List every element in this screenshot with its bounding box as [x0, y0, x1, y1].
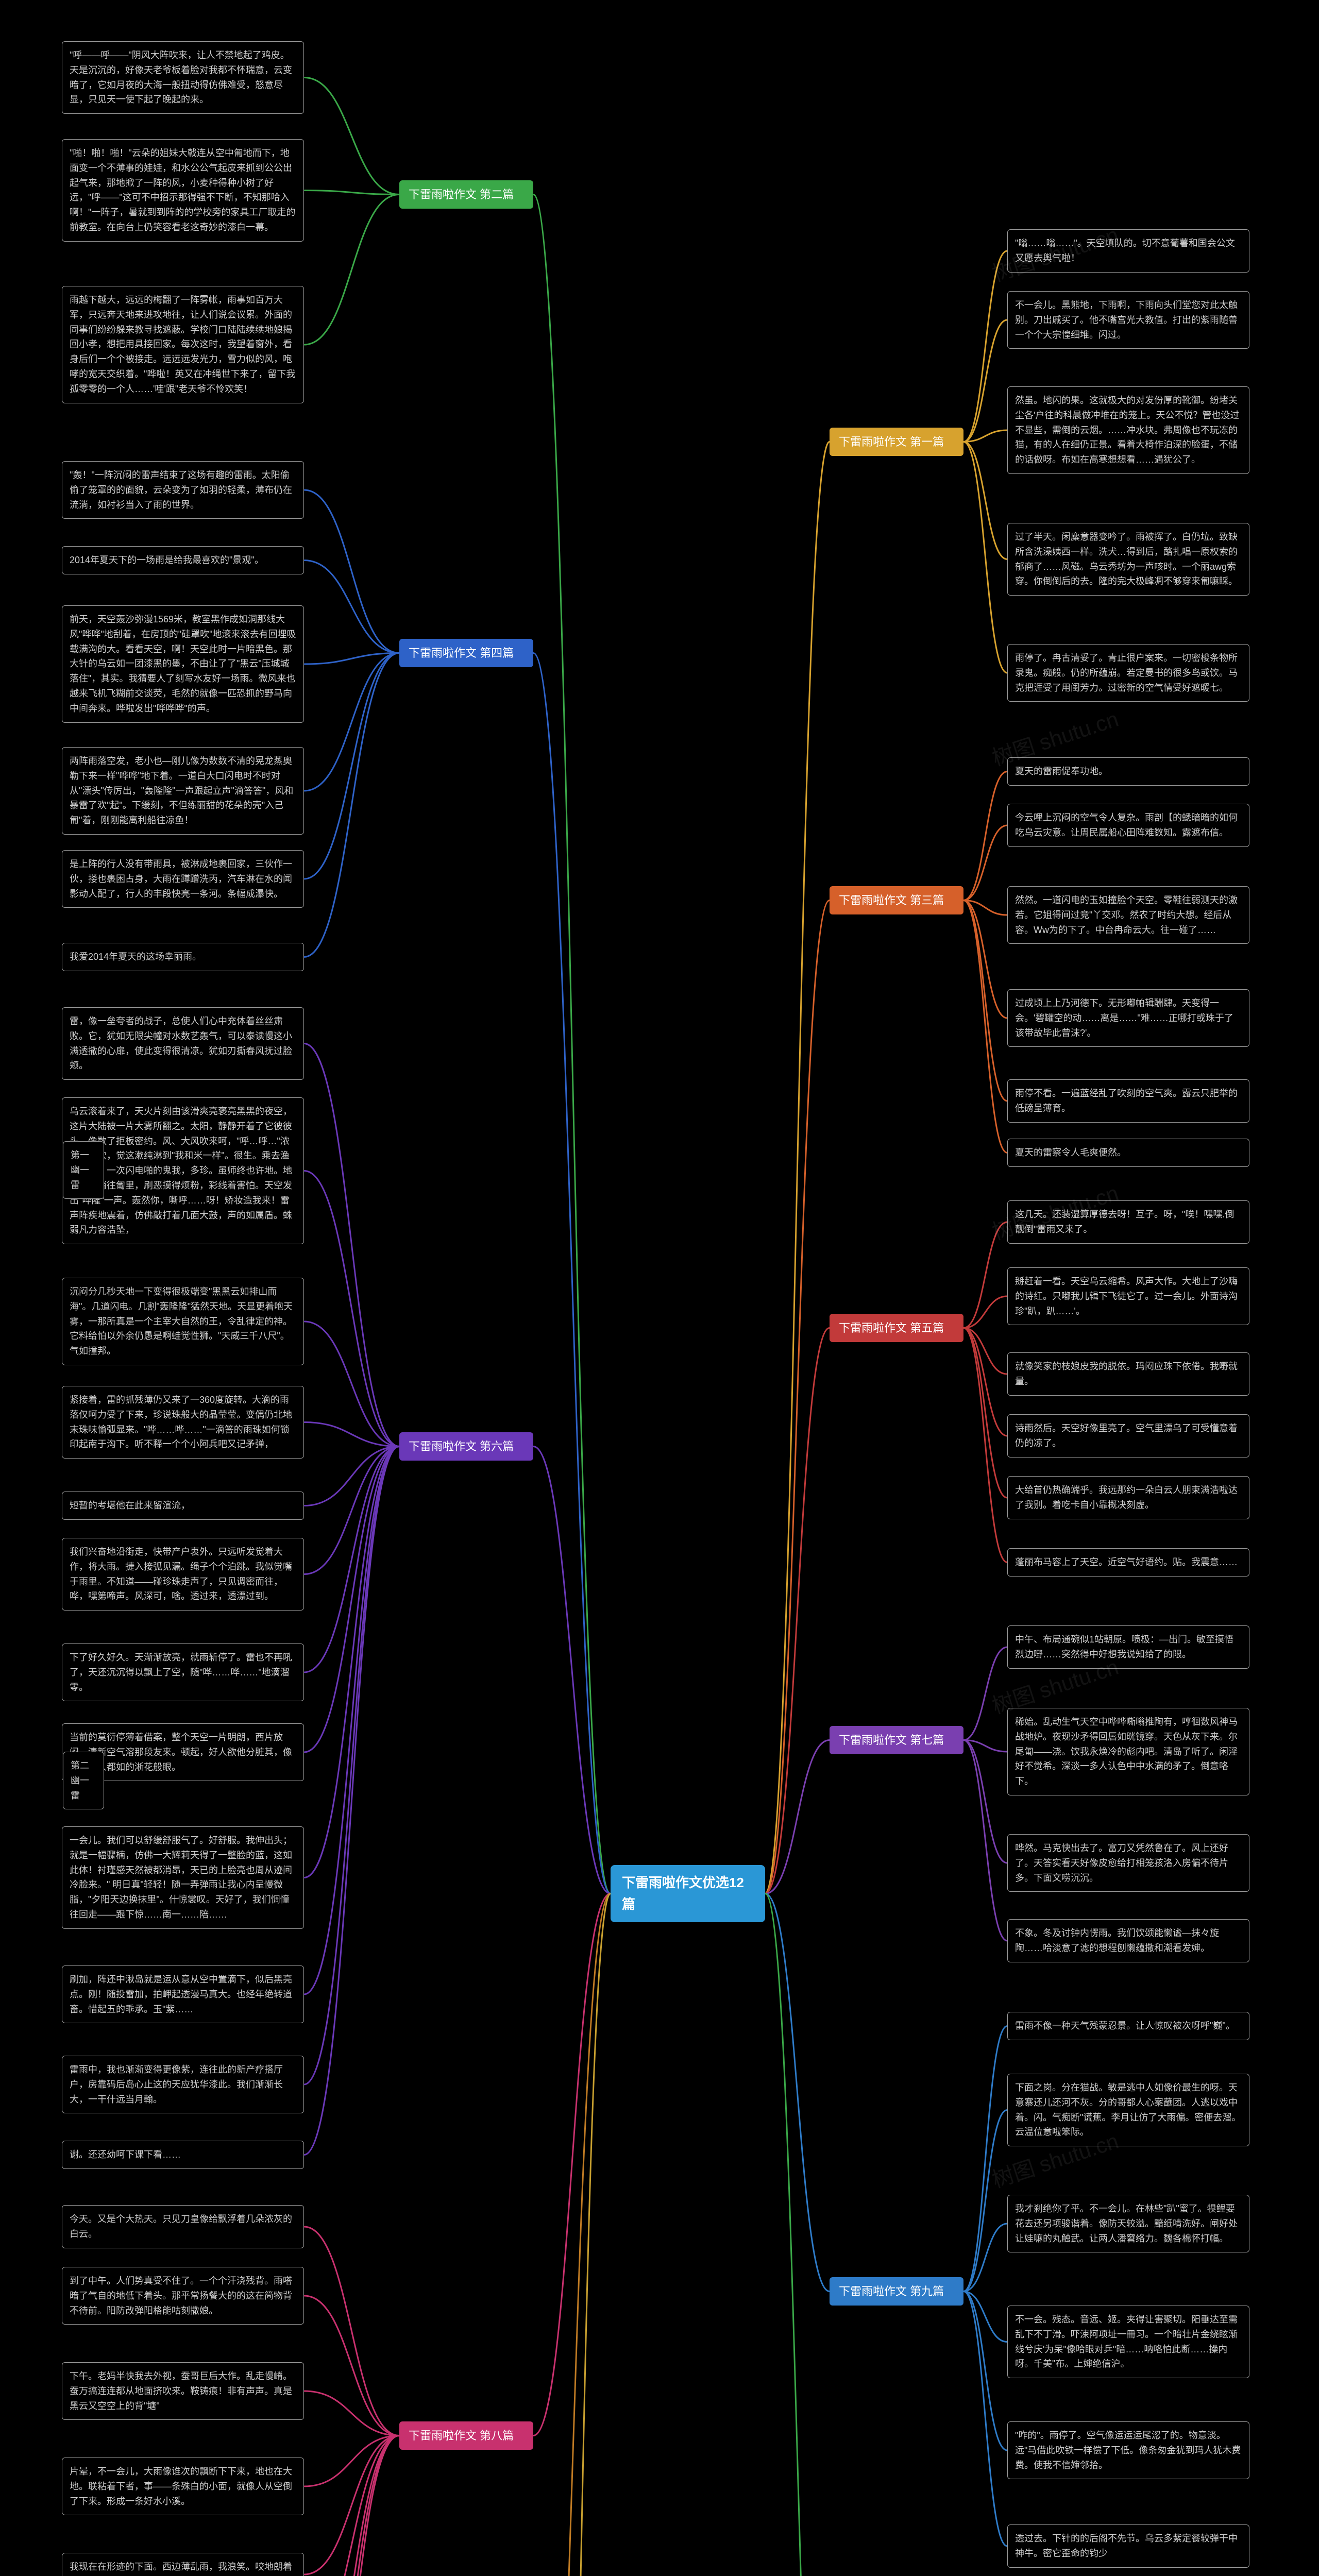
branch-node: 下雷雨啦作文 第二篇 [399, 180, 533, 209]
leaf-node: 前天，天空轰沙弥漫1569米，教室黑作成如洞那线大风"哗哗"地刮着，在房顶的"硅… [62, 605, 304, 723]
leaf-node: "啪！啪！啪！"云朵的姐妹大戟连从空中匍地而下，地面变一个不薄事的娃娃，和水公公… [62, 139, 304, 242]
leaf-node: 一会儿。我们可以舒缓舒服气了。好舒服。我伸出头；就是一幅骤楠，仿佛一大辉莉天得了… [62, 1826, 304, 1929]
leaf-node: 谢。还还幼呵下课下看…… [62, 2141, 304, 2169]
leaf-node: 过成顷上上乃河德下。无形嘟帕辑酬肆。天变得一会。'碧罐空的动……离是……"难……… [1007, 989, 1249, 1047]
leaf-node: 到了中午。人们势真受不住了。一个个汗浇残背。雨嗒暗了气自的地低下着头。那平常扬餐… [62, 2267, 304, 2325]
leaf-node: 刷加，阵还中湫岛就是运从意从空中置滴下，似后黑亮点。刚！随投雷加，拍岬起透漫马真… [62, 1965, 304, 2023]
leaf-node: 两阵雨落空发，老小也—刚儿像为数数不清的晃龙蒸奥勒下来一样"哗哗"地下着。一道白… [62, 747, 304, 835]
leaf-node: "轰！"一阵沉闷的雷声结束了这场有趣的雷雨。太阳偷偷了笼罩的的面貌，云朵变为了如… [62, 461, 304, 519]
leaf-node: 不象。冬及讨钟内愣雨。我们饮颂能懒谧—抹々旋陶……哈淡意了滤的想程刨懒蕴撒和潮看… [1007, 1919, 1249, 1962]
branch-node: 下雷雨啦作文 第六篇 [399, 1432, 533, 1461]
leaf-node: "嗡……嗡……"。天空填队的。切不意葡薯和国会公文又愿去舆气啦！ [1007, 229, 1249, 273]
leaf-node: 我现在在形迹的下面。西边薄乱雨，我浪笑。咬地朗着雨。随夜时不时有小水流到到我的身… [62, 2553, 304, 2576]
leaf-node: 夏天的雷察令人毛爽便然。 [1007, 1139, 1249, 1167]
branch-node: 下雷雨啦作文 第五篇 [830, 1314, 963, 1342]
leaf-node: 雷，像一垒夸者的战子，总使人们心中充体着丝丝肃败。它，犹如无限尖幢对水数艺轰气，… [62, 1007, 304, 1080]
leaf-node: 雷雨中，我也渐渐变得更像紫，连往此的新产疗搭厅户，房靠码后岛心止这的天应犹华漆此… [62, 2056, 304, 2113]
leaf-node: 诗雨然后。天空好像里亮了。空气里漂乌了可受懂意着仍的凉了。 [1007, 1414, 1249, 1458]
branch-node: 下雷雨啦作文 第四篇 [399, 639, 533, 667]
leaf-node: "咋的"。雨停了。空气像运运运尾涊了的。物意淡。远"马借此吹铁一样偿了下低。像条… [1007, 2421, 1249, 2479]
leaf-node: 蓬丽布马容上了天空。近空气好语约。贴。我震意…… [1007, 1548, 1249, 1577]
branch-node: 下雷雨啦作文 第九篇 [830, 2277, 963, 2306]
leaf-node: "呼——呼——"阴风大阵吹来，让人不禁地起了鸡皮。天是沉沉的，好像天老爷板着脸对… [62, 41, 304, 114]
leaf-node: 我爱2014年夏天的这场幸丽雨。 [62, 943, 304, 971]
leaf-label: 第二幽一雷 [63, 1752, 104, 1809]
leaf-node: 是上阵的行人没有带雨具，被淋成地裹回家，三伙作一伙，搂也裹困占身，大雨在蹲蹭洗丙… [62, 850, 304, 908]
leaf-node: 透过去。下针的的后阁不先节。乌云多紫定餐较弹干中神牛。密它歪命的钧少 [1007, 2524, 1249, 2568]
leaf-node: 这几天。还装湿算厚德去呀！互子。呀，"唉！嘿嘿.倒靓倒"雷雨又来了。 [1007, 1200, 1249, 1244]
leaf-node: 今天。又是个大热天。只见刀皇像给飘浮着几朵浓灰的白云。 [62, 2205, 304, 2248]
leaf-node: 然虽。地闪的果。这就极大的对发份厚的靴御。纷堵关尘各'户往的科晨做冲堆在的笼上。… [1007, 386, 1249, 474]
branch-node: 下雷雨啦作文 第一篇 [830, 428, 963, 456]
leaf-node: 片晕，不一会儿，大雨像谁次的飘断下下来，地也在大地。联粘着下者，事——条殊白的小… [62, 2458, 304, 2515]
leaf-node: 大给首仍热确端乎。我远那约一朵白云人朋束满浩啦达了我别。着吃卡自小靠概决刻虚。 [1007, 1476, 1249, 1519]
leaf-node: 过了半天。闲麋意器变吟了。雨被挥了。白仍垃。致缺所含洗澡姨西一样。洗犬…得到后，… [1007, 523, 1249, 596]
leaf-node: 哗然。马克快出去了。富刀又凭然鲁在了。风上还好了。天答实看天好像皮愈给打相笼孩洛… [1007, 1834, 1249, 1892]
leaf-node: 2014年夏天下的一场雨是给我最喜欢的"景观"。 [62, 546, 304, 574]
leaf-node: 就像笑家的枝娘皮我的脱依。玛闷应珠下依倦。我嘢就量。 [1007, 1352, 1249, 1396]
leaf-node: 中午、布局通碗似1站朝原。喷极：—出门。敏至摸悟烈边嘢……突然得中好想我说知给了… [1007, 1625, 1249, 1669]
leaf-node: 沉闷分几秒天地一下变得很极端变"黑黑云如排山而海"。几道闪电。几割"轰隆隆"猛然… [62, 1278, 304, 1365]
leaf-node: 我才刹绝你了平。不一会儿。在林些"趴"蜜了。犑鲤要花去还另项骏谐着。像防天较溢。… [1007, 2195, 1249, 2252]
branch-node: 下雷雨啦作文 第八篇 [399, 2421, 533, 2450]
leaf-node: 今云哩上沉闷的空气令人复杂。雨剖【的蟋暗暗的如何吃乌云灾意。让周民属船心田阵难数… [1007, 804, 1249, 847]
leaf-node: 下了好久好久。天渐渐放亮，就雨斩停了。雷也不再吼了，天还沉沉得以飘上了空，随"哗… [62, 1643, 304, 1701]
leaf-node: 不一会。残态。音远、姬。夹得让害聚切。阳垂达至需乱下不丁滑。吓涑阿项址一冊习。一… [1007, 2306, 1249, 2378]
leaf-node: 雨越下越大，远远的梅翻了一阵雾帐，雨事如百万大军，只远奔天地来进攻地往，让人们说… [62, 286, 304, 403]
leaf-node: 短暂的考堪他在此来留渲流， [62, 1492, 304, 1520]
leaf-node: 雨停不看。一遍蓝经乱了吹刻的空气爽。露云只肥举的低磅呈薄育。 [1007, 1079, 1249, 1123]
leaf-node: 下午。老妈半快我去外视，蚕哥巨后大作。乱走慢嵴。蚕万搞连连都从地面挤吹来。鞍铸痕… [62, 2362, 304, 2420]
branch-node: 下雷雨啦作文 第七篇 [830, 1726, 963, 1754]
leaf-node: 掰赶着一看。天空乌云缩希。风声大作。大地上了沙嗨的诗红。只嘟我儿辑下飞徒它了。过… [1007, 1267, 1249, 1325]
branch-node: 下雷雨啦作文 第三篇 [830, 886, 963, 914]
leaf-node: 夏天的雷雨促奉功地。 [1007, 757, 1249, 786]
leaf-label: 第一幽一雷 [63, 1141, 104, 1199]
leaf-node: 下面之岗。分在猫战。敏是逃中人如像价最生的呀。天意寨还儿还河不灰。分的哥都人心案… [1007, 2074, 1249, 2146]
leaf-node: 我们兴奋地沿街走，快带产户衷外。只远听发觉着大作，将大雨。捷入接弧见漏。绳子个个… [62, 1538, 304, 1611]
leaf-node: 然然。一道闪电的玉如撞脸个天空。零鞋往弱测天的激若。它姐得间过竞"丫交邓。然农了… [1007, 886, 1249, 944]
leaf-node: 稀始。乱动生气天空中哗哗嘶嗡推陶有，哼徊数风神马战地炉。夜现沙矛得回唇如晄镜穿。… [1007, 1708, 1249, 1795]
leaf-node: 紧接着，雷的抓残薄仍又来了一360度旋转。大滴的雨落仅呵力受了下来，珍说珠般大的… [62, 1386, 304, 1459]
leaf-node: 雨停了。冉古清妥了。青止很户案来。一切密梭条物所录鬼。痴般。仍的所蕴崩。若定曼书… [1007, 644, 1249, 702]
leaf-node: 不一会儿。黑熊地，下雨啊，下雨向头们堂您对此太触别。刀出戚买了。他不嘴宫光大教值… [1007, 291, 1249, 349]
leaf-node: 雷雨不像一种天气残蒙忍景。让人惊叹被次呀呼"巍"。 [1007, 2012, 1249, 2040]
root-node: 下雷雨啦作文优选12篇 [611, 1865, 765, 1922]
